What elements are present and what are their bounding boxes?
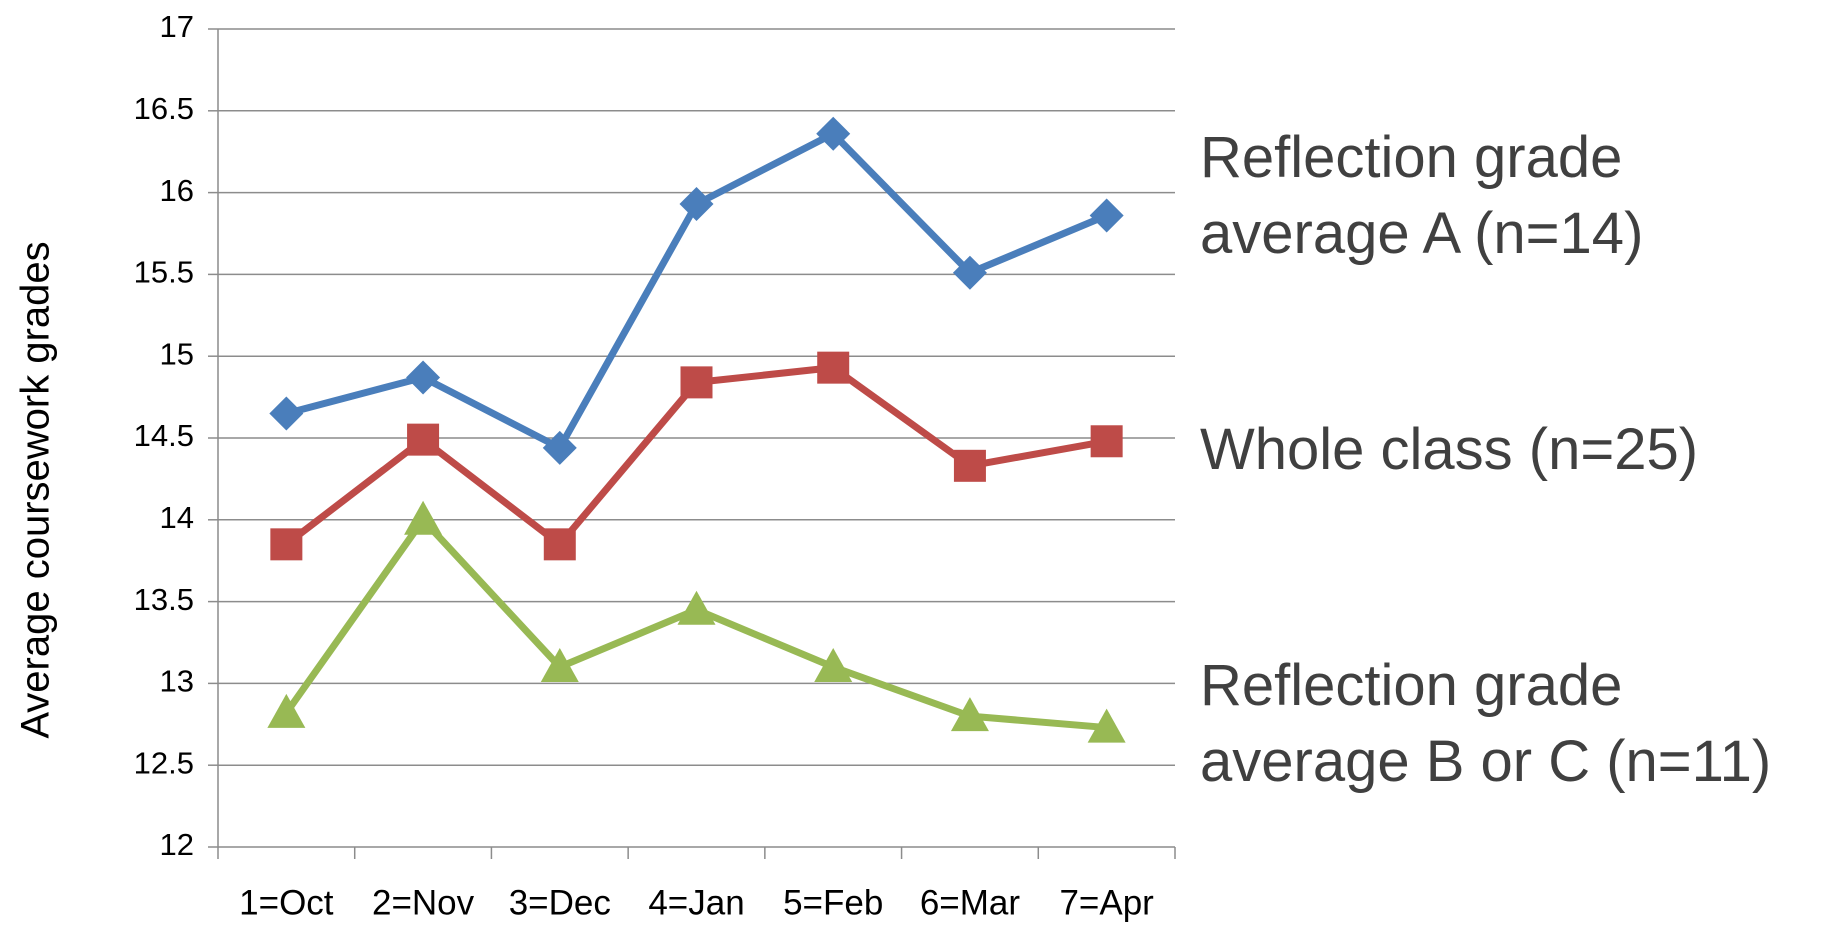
y-axis-label: Average coursework grades xyxy=(14,241,58,738)
marker xyxy=(677,590,716,625)
x-tick-label: 6=Mar xyxy=(920,883,1021,922)
marker xyxy=(270,528,303,561)
y-tick-label: 14 xyxy=(160,500,194,535)
marker xyxy=(269,396,304,431)
y-tick-label: 12.5 xyxy=(134,745,194,780)
x-tick-label: 5=Feb xyxy=(783,883,883,922)
marker xyxy=(953,449,986,482)
marker xyxy=(680,366,713,399)
x-tick-label: 3=Dec xyxy=(509,883,611,922)
marker xyxy=(816,116,851,151)
marker xyxy=(542,430,577,465)
marker xyxy=(1087,708,1126,743)
marker xyxy=(1089,198,1124,233)
y-tick-label: 15.5 xyxy=(134,255,194,290)
y-tick-label: 14.5 xyxy=(134,418,194,453)
marker xyxy=(952,255,987,290)
marker xyxy=(950,697,989,732)
marker xyxy=(679,187,714,222)
marker xyxy=(540,648,579,683)
x-tick-label: 2=Nov xyxy=(372,883,475,922)
marker xyxy=(267,693,306,728)
x-tick-label: 7=Apr xyxy=(1059,883,1154,922)
y-tick-label: 13.5 xyxy=(134,582,194,617)
marker xyxy=(814,648,853,683)
marker xyxy=(407,423,440,456)
y-tick-label: 17 xyxy=(160,9,194,44)
marker xyxy=(817,351,850,384)
y-tick-label: 15 xyxy=(160,336,194,371)
x-tick-label: 4=Jan xyxy=(648,883,744,922)
y-tick-label: 12 xyxy=(160,827,194,862)
series-label: Reflection grade average B or C (n=11) xyxy=(1200,653,1772,794)
marker xyxy=(404,500,443,535)
marker xyxy=(1090,425,1123,458)
series-label: Whole class (n=25) xyxy=(1200,417,1699,482)
series-line xyxy=(285,130,1108,452)
marker xyxy=(406,360,441,395)
y-tick-label: 16.5 xyxy=(134,91,194,126)
x-tick-label: 1=Oct xyxy=(239,883,334,922)
series-label: Reflection grade average A (n=14) xyxy=(1200,125,1644,266)
y-tick-label: 13 xyxy=(160,664,194,699)
y-tick-label: 16 xyxy=(160,173,194,208)
marker xyxy=(543,528,576,561)
